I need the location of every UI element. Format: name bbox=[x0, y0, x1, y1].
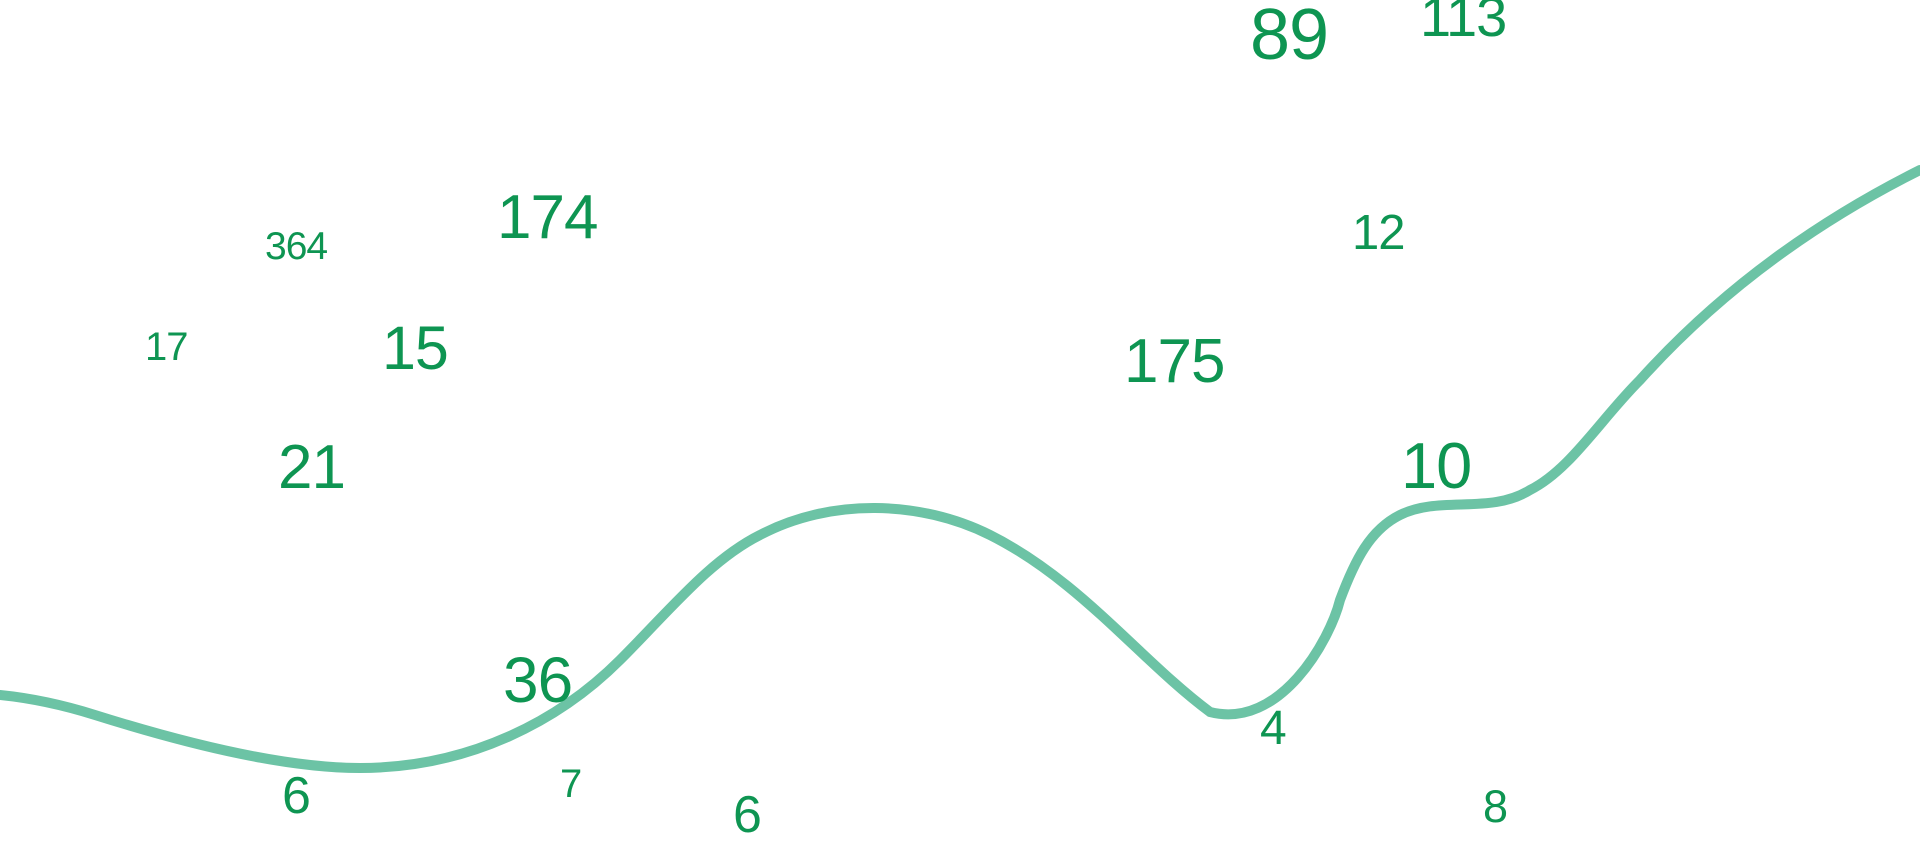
number-label: 7 bbox=[560, 762, 582, 806]
number-label: 4 bbox=[1260, 702, 1287, 755]
number-label: 21 bbox=[278, 433, 346, 502]
number-label: 15 bbox=[382, 314, 449, 382]
number-label: 10 bbox=[1401, 429, 1472, 502]
number-label: 364 bbox=[265, 225, 328, 268]
number-label: 6 bbox=[282, 767, 311, 825]
number-label: 113 bbox=[1420, 0, 1507, 48]
number-label: 8 bbox=[1483, 781, 1508, 832]
number-label: 175 bbox=[1124, 327, 1225, 396]
number-label: 36 bbox=[503, 644, 573, 716]
number-label: 12 bbox=[1352, 206, 1406, 260]
number-label: 174 bbox=[497, 183, 598, 252]
number-label: 17 bbox=[145, 325, 188, 369]
number-label: 6 bbox=[733, 786, 762, 844]
number-label: 89 bbox=[1250, 0, 1329, 75]
